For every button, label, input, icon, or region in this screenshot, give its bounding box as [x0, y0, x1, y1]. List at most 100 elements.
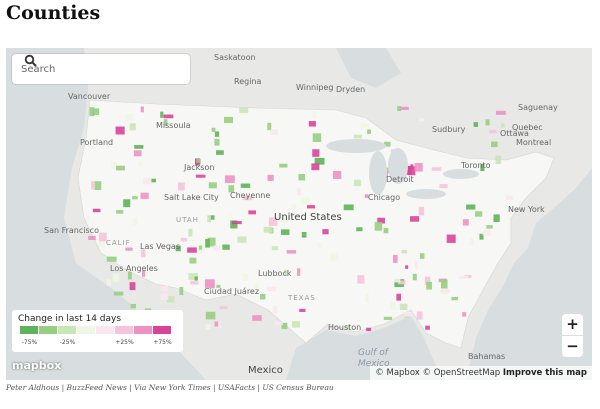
county [112, 273, 120, 282]
place-label: Gulf of [358, 348, 390, 358]
county [410, 216, 420, 222]
county [239, 107, 249, 114]
county [493, 214, 500, 223]
legend-swatch [58, 326, 76, 334]
county [205, 238, 210, 248]
county [451, 296, 458, 301]
county [88, 235, 96, 240]
legend-title: Change in last 14 days [18, 314, 122, 324]
attribution-link[interactable]: © Mapbox [375, 368, 420, 378]
county [416, 311, 423, 320]
county [141, 270, 146, 277]
attribution-link[interactable]: © OpenStreetMap [422, 368, 501, 378]
county [284, 269, 288, 276]
county [223, 116, 233, 124]
county [268, 217, 278, 226]
county [462, 219, 469, 226]
place-label: Jackson [183, 163, 214, 172]
legend-swatch [96, 326, 114, 334]
county [242, 195, 252, 201]
county [175, 245, 181, 252]
place-label: Toronto [460, 161, 491, 170]
county [160, 293, 169, 301]
credit: Peter Aldhous | BuzzFeed News | Via New … [6, 383, 334, 392]
county [396, 293, 402, 301]
county [414, 260, 419, 269]
legend-swatch [20, 326, 38, 334]
county [106, 279, 112, 286]
county [360, 122, 365, 129]
county [196, 195, 202, 199]
county [133, 150, 142, 157]
county [495, 110, 506, 115]
county [113, 291, 124, 296]
place-label: CALIF [106, 239, 131, 247]
county [500, 123, 505, 128]
county [462, 312, 467, 317]
lake [443, 169, 479, 179]
county [479, 233, 484, 240]
county [278, 217, 288, 223]
county [214, 138, 220, 146]
zoom-in[interactable]: + [562, 314, 583, 336]
county [311, 163, 320, 171]
county [377, 217, 386, 224]
county [392, 254, 398, 263]
county [426, 281, 432, 290]
zoom-out[interactable]: − [562, 336, 583, 357]
county [211, 127, 216, 132]
county [138, 161, 143, 168]
county [271, 246, 278, 251]
county [134, 145, 144, 149]
county [484, 224, 489, 233]
county [400, 106, 409, 110]
county [187, 247, 197, 253]
place-label: Salt Lake City [164, 193, 219, 202]
county [207, 237, 216, 247]
county [459, 275, 469, 279]
place-label: Regina [234, 77, 261, 86]
map-canvas: Saskatoon Regina Winnipeg Dryden Vancouv… [6, 48, 592, 380]
county [194, 276, 198, 281]
county [132, 196, 138, 200]
lake [388, 148, 408, 184]
county [364, 194, 369, 198]
county [267, 174, 274, 181]
county [405, 165, 412, 175]
county [263, 226, 273, 233]
ocean [466, 168, 592, 380]
county [127, 271, 132, 280]
county [140, 106, 144, 113]
county [123, 199, 131, 208]
place-label: Lubbock [258, 269, 292, 278]
county [383, 228, 389, 234]
map[interactable]: Saskatoon Regina Winnipeg Dryden Vancouv… [6, 48, 592, 380]
place-label: UTAH [176, 216, 199, 224]
county [440, 289, 451, 293]
attribution-link[interactable]: Improve this map [502, 368, 587, 378]
place-label: Saskatoon [214, 53, 256, 62]
place-label: San Francisco [44, 226, 99, 235]
county [466, 204, 476, 210]
county [414, 163, 423, 172]
legend-scale: -75% -25% +25% +75% [20, 326, 172, 346]
county [405, 265, 409, 269]
county [495, 155, 502, 165]
county [301, 231, 307, 238]
county [86, 215, 90, 222]
county [214, 131, 220, 137]
county [166, 296, 175, 303]
place-label: Mexico [358, 359, 390, 369]
county [330, 253, 339, 261]
county [160, 111, 164, 118]
county [204, 279, 215, 288]
place-label: New York [508, 205, 545, 214]
search-box[interactable]: Search [12, 54, 190, 84]
legend-swatch [115, 326, 133, 334]
legend-label: +75% [153, 339, 172, 346]
county [144, 308, 152, 312]
county [98, 241, 105, 248]
bay [336, 48, 401, 88]
mapbox-logo[interactable]: mapbox [12, 359, 62, 372]
